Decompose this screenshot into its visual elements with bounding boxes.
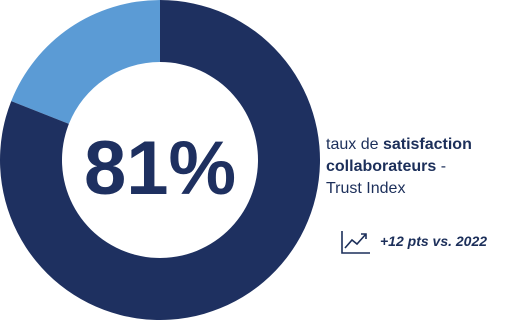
donut-chart: 81%: [0, 0, 320, 320]
trend-row: +12 pts vs. 2022: [340, 226, 487, 256]
caption-source: Trust Index: [326, 180, 406, 197]
caption-bold: satisfaction collaborateurs: [326, 136, 472, 175]
trend-text: +12 pts vs. 2022: [380, 233, 488, 249]
caption-dash: -: [436, 158, 447, 175]
donut-center-value: 81%: [84, 126, 236, 211]
caption: taux de satisfaction collaborateurs - Tr…: [326, 134, 522, 200]
donut-slice-satisfied: [0, 0, 320, 320]
caption-prefix: taux de: [326, 136, 383, 153]
trend-up-icon: [341, 231, 370, 254]
donut-slice-other: [11, 0, 160, 124]
